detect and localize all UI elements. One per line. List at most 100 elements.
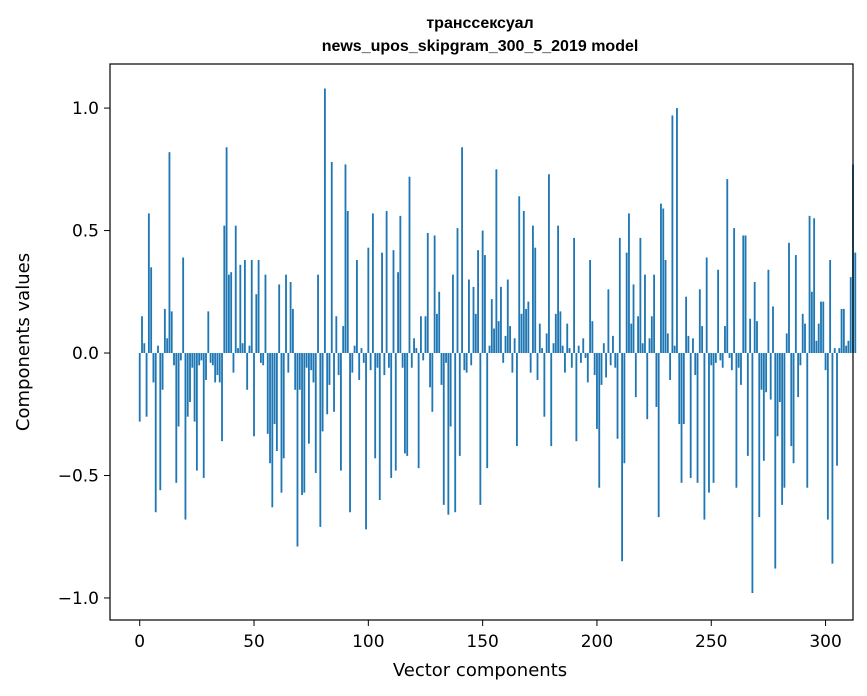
bar-101: [369, 353, 372, 371]
bar-253: [717, 269, 720, 354]
bar-51: [255, 294, 258, 354]
bar-291: [804, 323, 806, 354]
bar-56: [266, 353, 269, 434]
bar-292: [806, 353, 809, 488]
bar-268: [751, 353, 754, 594]
bar-263: [740, 353, 742, 385]
bar-248: [705, 257, 708, 354]
bar-288: [797, 353, 800, 398]
chart-title: транссексуал: [426, 15, 533, 32]
bar-10: [161, 353, 164, 390]
bar-211: [621, 353, 624, 562]
bar-167: [520, 313, 523, 354]
bar-99: [365, 353, 367, 530]
bar-151: [484, 255, 486, 354]
bar-15: [173, 353, 175, 366]
bar-111: [392, 250, 395, 354]
bar-232: [669, 353, 672, 380]
bar-40: [230, 272, 233, 354]
bar-269: [753, 281, 756, 354]
bar-220: [641, 343, 644, 354]
x-tick-label: 200: [581, 632, 613, 652]
bar-301: [826, 353, 829, 520]
bar-297: [817, 323, 820, 354]
bar-156: [495, 169, 498, 354]
bar-258: [728, 353, 731, 358]
bar-104: [376, 353, 379, 368]
bar-162: [509, 326, 511, 354]
bar-198: [591, 321, 594, 354]
bar-219: [639, 237, 642, 354]
bar-158: [500, 286, 502, 354]
x-tick-label: 0: [134, 632, 145, 652]
bar-190: [573, 237, 575, 354]
bar-218: [637, 316, 640, 354]
bar-17: [177, 353, 180, 427]
bar-9: [159, 353, 162, 491]
bar-212: [623, 353, 626, 464]
bar-140: [458, 353, 461, 456]
bar-29: [205, 353, 207, 380]
bar-229: [662, 208, 665, 354]
bar-214: [628, 213, 630, 354]
bar-313: [854, 252, 857, 354]
bar-94: [353, 345, 356, 354]
bar-280: [778, 353, 781, 403]
bar-273: [762, 353, 765, 461]
bar-13: [168, 152, 171, 354]
bar-172: [532, 225, 534, 354]
bar-154: [490, 299, 493, 354]
bar-197: [589, 259, 592, 354]
bar-45: [241, 343, 244, 354]
bar-11: [163, 308, 166, 354]
bar-182: [554, 313, 557, 354]
bar-147: [474, 313, 477, 354]
bar-28: [202, 353, 205, 478]
bar-163: [511, 353, 514, 373]
bar-225: [653, 274, 656, 354]
x-tick-label: 50: [243, 632, 265, 652]
bar-250: [710, 353, 713, 366]
bar-97: [360, 348, 363, 354]
bar-159: [502, 353, 505, 363]
bar-230: [664, 259, 667, 354]
bar-234: [673, 345, 676, 354]
bar-199: [593, 353, 596, 376]
bar-300: [824, 353, 827, 371]
bar-183: [557, 225, 559, 354]
bar-306: [838, 348, 841, 354]
bar-58: [271, 353, 274, 508]
bar-237: [680, 353, 683, 483]
bar-102: [371, 213, 374, 354]
bar-213: [625, 252, 628, 354]
bar-123: [420, 316, 422, 354]
bar-32: [211, 353, 214, 366]
bar-247: [703, 353, 706, 520]
bar-82: [326, 353, 329, 415]
bar-4: [147, 213, 150, 354]
bar-100: [367, 247, 370, 354]
bar-165: [516, 353, 518, 447]
bar-117: [406, 353, 409, 456]
bar-62: [280, 353, 283, 493]
y-axis-label: Components values: [13, 253, 34, 431]
bar-242: [692, 338, 694, 354]
bar-170: [527, 301, 530, 354]
bar-122: [417, 353, 420, 469]
bar-18: [179, 353, 182, 361]
bar-279: [776, 353, 779, 437]
bar-285: [790, 353, 793, 447]
bar-74: [307, 353, 310, 444]
bar-136: [449, 353, 452, 427]
bar-241: [689, 353, 692, 478]
bar-110: [390, 353, 393, 478]
bar-221: [644, 274, 646, 354]
bar-26: [198, 353, 201, 366]
bar-43: [237, 348, 239, 354]
bar-238: [682, 353, 685, 425]
bar-277: [772, 306, 774, 354]
bar-142: [463, 353, 466, 371]
bar-63: [282, 353, 285, 459]
bar-203: [602, 343, 605, 354]
bar-36: [221, 353, 223, 442]
